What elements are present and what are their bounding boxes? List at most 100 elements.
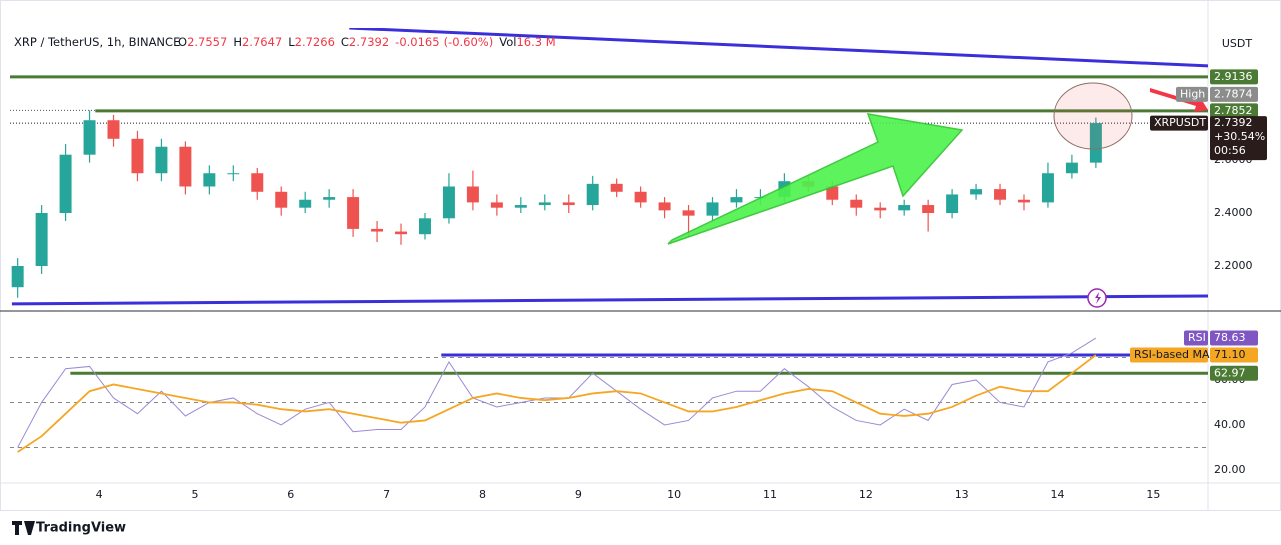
vol-value: 16.3 M	[516, 35, 555, 49]
candle-body	[706, 202, 719, 216]
trendline	[349, 28, 1208, 68]
y-tick-label: 20.00	[1214, 463, 1246, 476]
candle-body	[418, 218, 431, 235]
legend-rsi-bg	[1184, 330, 1208, 346]
legend-rsi: RSI	[1188, 331, 1206, 344]
series-line	[17, 354, 1097, 453]
candle-body	[658, 202, 671, 211]
candle-body	[922, 205, 935, 213]
x-tick-label: 10	[667, 488, 681, 501]
candle-body	[538, 202, 551, 206]
candle-body	[1065, 162, 1078, 174]
y-tick-label: 2.4000	[1214, 206, 1253, 219]
x-tick-label: 15	[1146, 488, 1160, 501]
level-label-bg	[1210, 69, 1258, 85]
ohlc-key: H	[233, 35, 242, 49]
y-tick-label: 40.00	[1214, 418, 1246, 431]
candle-body	[59, 154, 72, 213]
ohlc-legend: O2.7557 H2.7647 L2.7266 C2.7392 -0.0165 (-0.6…	[178, 35, 556, 49]
x-tick-label: 7	[383, 488, 390, 501]
candle-body	[874, 207, 887, 211]
change: -0.0165	[395, 35, 439, 49]
x-tick-label: 5	[191, 488, 198, 501]
candle-body	[634, 191, 647, 203]
ohlc-value: 2.7557	[187, 35, 227, 49]
candle-body	[970, 189, 983, 195]
rsi-last-label-bg	[1210, 330, 1258, 346]
brand: TradingView	[36, 521, 126, 536]
x-tick-label: 4	[96, 488, 103, 501]
candle-body	[131, 138, 144, 174]
candle-body	[323, 197, 336, 200]
last-countdown: 00:56	[1214, 144, 1246, 157]
price-pane	[10, 28, 1208, 306]
x-tick-label: 11	[763, 488, 777, 501]
candle-body	[1089, 123, 1102, 163]
axis-unit: USDT	[1222, 37, 1253, 50]
candle-body	[994, 189, 1007, 200]
ohlc-key: C	[341, 35, 349, 49]
logo-mark	[12, 521, 35, 535]
candle-body	[730, 197, 743, 203]
last-name-bg	[1150, 115, 1208, 131]
last-name: XRPUSDT	[1154, 116, 1206, 129]
x-tick-label: 9	[575, 488, 582, 501]
event-icon-bolt	[1095, 292, 1101, 304]
legend-rsi-ma-bg	[1130, 347, 1208, 363]
ohlc-value: 2.7647	[242, 35, 282, 49]
green-arrow	[667, 113, 964, 245]
vol-key: Vol	[499, 35, 516, 49]
last-box-bg	[1210, 116, 1267, 161]
candle-body	[826, 186, 839, 200]
candle-body	[466, 186, 479, 203]
rsi-ma-last-label: 71.10	[1214, 348, 1246, 361]
candle-body	[562, 202, 575, 206]
level-label: 2.7852	[1214, 104, 1253, 117]
x-tick-label: 14	[1051, 488, 1065, 501]
x-tick-label: 8	[479, 488, 486, 501]
level-label-bg	[1210, 103, 1258, 119]
candle-body	[227, 173, 240, 175]
candle-body	[299, 199, 312, 208]
candle-body	[850, 199, 863, 208]
symbol-text: XRP / TetherUS, 1h, BINANCE	[14, 35, 180, 49]
level-label: 62.97	[1214, 366, 1246, 379]
level-label: 2.9136	[1214, 70, 1253, 83]
legend-rsi-ma: RSI-based MA	[1134, 348, 1210, 361]
axes: 2.20002.40002.60002.91362.7852High2.7874…	[96, 69, 1267, 501]
candle-body	[514, 205, 527, 208]
candle-body	[490, 202, 503, 208]
candle-body	[107, 120, 120, 139]
candle-body	[442, 186, 455, 219]
candle-body	[1017, 199, 1030, 203]
x-tick-label: 12	[859, 488, 873, 501]
ohlc-value: 2.7266	[295, 35, 335, 49]
trendline	[11, 294, 1208, 306]
candle-body	[347, 197, 360, 229]
candle-body	[898, 205, 911, 211]
candle-body	[682, 210, 695, 216]
candle-body	[179, 146, 192, 187]
high-label: 2.7874	[1214, 87, 1253, 100]
x-tick-label: 6	[287, 488, 294, 501]
rsi-last-label: 78.63	[1214, 331, 1246, 344]
x-tick-label: 13	[955, 488, 969, 501]
last-label: 2.7392	[1214, 116, 1253, 129]
level-label-bg	[1210, 365, 1258, 381]
candle-body	[275, 191, 288, 208]
rsi-ma-last-label-bg	[1210, 347, 1258, 363]
ohlc-key: L	[288, 35, 295, 49]
candle-body	[371, 228, 384, 232]
candle-body	[203, 173, 216, 187]
candle-body	[155, 146, 168, 174]
ohlc-key: O	[178, 35, 187, 49]
high-name-bg	[1176, 86, 1208, 102]
symbol: XRP / TetherUS, 1h, BINANCE	[14, 35, 180, 49]
candle-body	[35, 212, 48, 267]
ohlc-value: 2.7392	[349, 35, 389, 49]
frame	[0, 0, 1281, 511]
high-name: High	[1180, 87, 1205, 100]
candle-body	[395, 231, 408, 235]
high-label-bg	[1210, 86, 1258, 102]
candle-body	[946, 194, 959, 213]
